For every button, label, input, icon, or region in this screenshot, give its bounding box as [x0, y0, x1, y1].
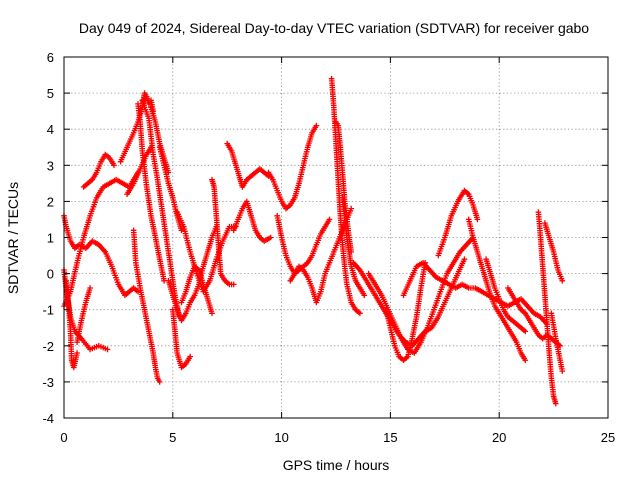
y-tick-label: -1: [42, 303, 54, 318]
y-tick-label: -4: [42, 411, 54, 426]
series-arc-11: [135, 101, 167, 284]
plus-markers: [483, 256, 529, 335]
series-arc-07: [80, 151, 117, 190]
y-tick-label: -2: [42, 339, 54, 354]
series-arc-20: [224, 140, 272, 190]
plus-markers: [265, 122, 320, 212]
series-arc-29: [365, 234, 476, 356]
series-arc-22: [265, 122, 320, 212]
x-tick-label: 5: [169, 430, 176, 445]
series-arc-16: [170, 306, 193, 371]
plus-markers: [542, 220, 566, 284]
series-arc-37: [542, 220, 566, 284]
plus-markers: [135, 101, 167, 284]
series-arc-10: [130, 227, 163, 385]
series-layer: [61, 75, 566, 407]
series-arc-27: [339, 195, 368, 299]
plus-markers: [274, 213, 333, 277]
series-arc-05: [74, 285, 93, 345]
plus-markers: [170, 306, 193, 371]
series-arc-15: [165, 223, 220, 324]
plus-markers: [178, 263, 215, 317]
x-tick-label: 15: [383, 430, 397, 445]
plus-markers: [535, 209, 559, 407]
x-tick-label: 10: [274, 430, 288, 445]
y-tick-label: -3: [42, 375, 54, 390]
series-arc-38: [548, 310, 566, 374]
series-arc-30: [383, 260, 428, 363]
tick-layer: 0 5 10 15 20 25 -4 -3 -2 -1 0 1 2 3 4 5 6: [42, 50, 615, 445]
y-tick-label: 4: [47, 122, 54, 137]
series-arc-23: [274, 213, 333, 277]
plus-markers: [224, 140, 272, 190]
y-tick-label: 0: [47, 267, 54, 282]
y-tick-label: 6: [47, 50, 54, 65]
series-arc-18: [178, 263, 215, 317]
x-tick-label: 25: [601, 430, 615, 445]
plus-markers: [165, 223, 220, 324]
plus-markers: [339, 195, 368, 299]
plus-markers: [130, 227, 163, 385]
plus-markers: [328, 75, 363, 317]
plus-markers: [102, 249, 141, 299]
series-arc-34: [483, 256, 529, 335]
plus-markers: [74, 285, 93, 345]
series-arc-33: [465, 216, 529, 363]
y-tick-label: 2: [47, 194, 54, 209]
x-axis-label: GPS time / hours: [283, 457, 390, 473]
series-arc-36: [535, 209, 559, 407]
plus-markers: [548, 310, 566, 374]
plus-markers: [209, 176, 237, 288]
y-tick-label: 5: [47, 86, 54, 101]
series-arc-32: [435, 187, 481, 259]
y-tick-label: 3: [47, 158, 54, 173]
chart-title: Day 049 of 2024, Sidereal Day-to-day VTE…: [79, 20, 589, 36]
plus-markers: [435, 187, 481, 259]
series-arc-02: [102, 249, 141, 299]
x-tick-label: 0: [60, 430, 67, 445]
series-arc-19: [209, 176, 237, 288]
y-tick-label: 1: [47, 231, 54, 246]
plus-markers: [230, 198, 274, 244]
plus-markers: [383, 260, 428, 363]
series-arc-25: [328, 75, 363, 317]
series-arc-21: [230, 198, 274, 244]
x-tick-label: 20: [492, 430, 506, 445]
plus-markers: [80, 151, 117, 190]
plus-markers: [465, 216, 529, 363]
plus-markers: [365, 234, 476, 356]
y-axis-label: SDTVAR / TECUs: [5, 182, 21, 294]
